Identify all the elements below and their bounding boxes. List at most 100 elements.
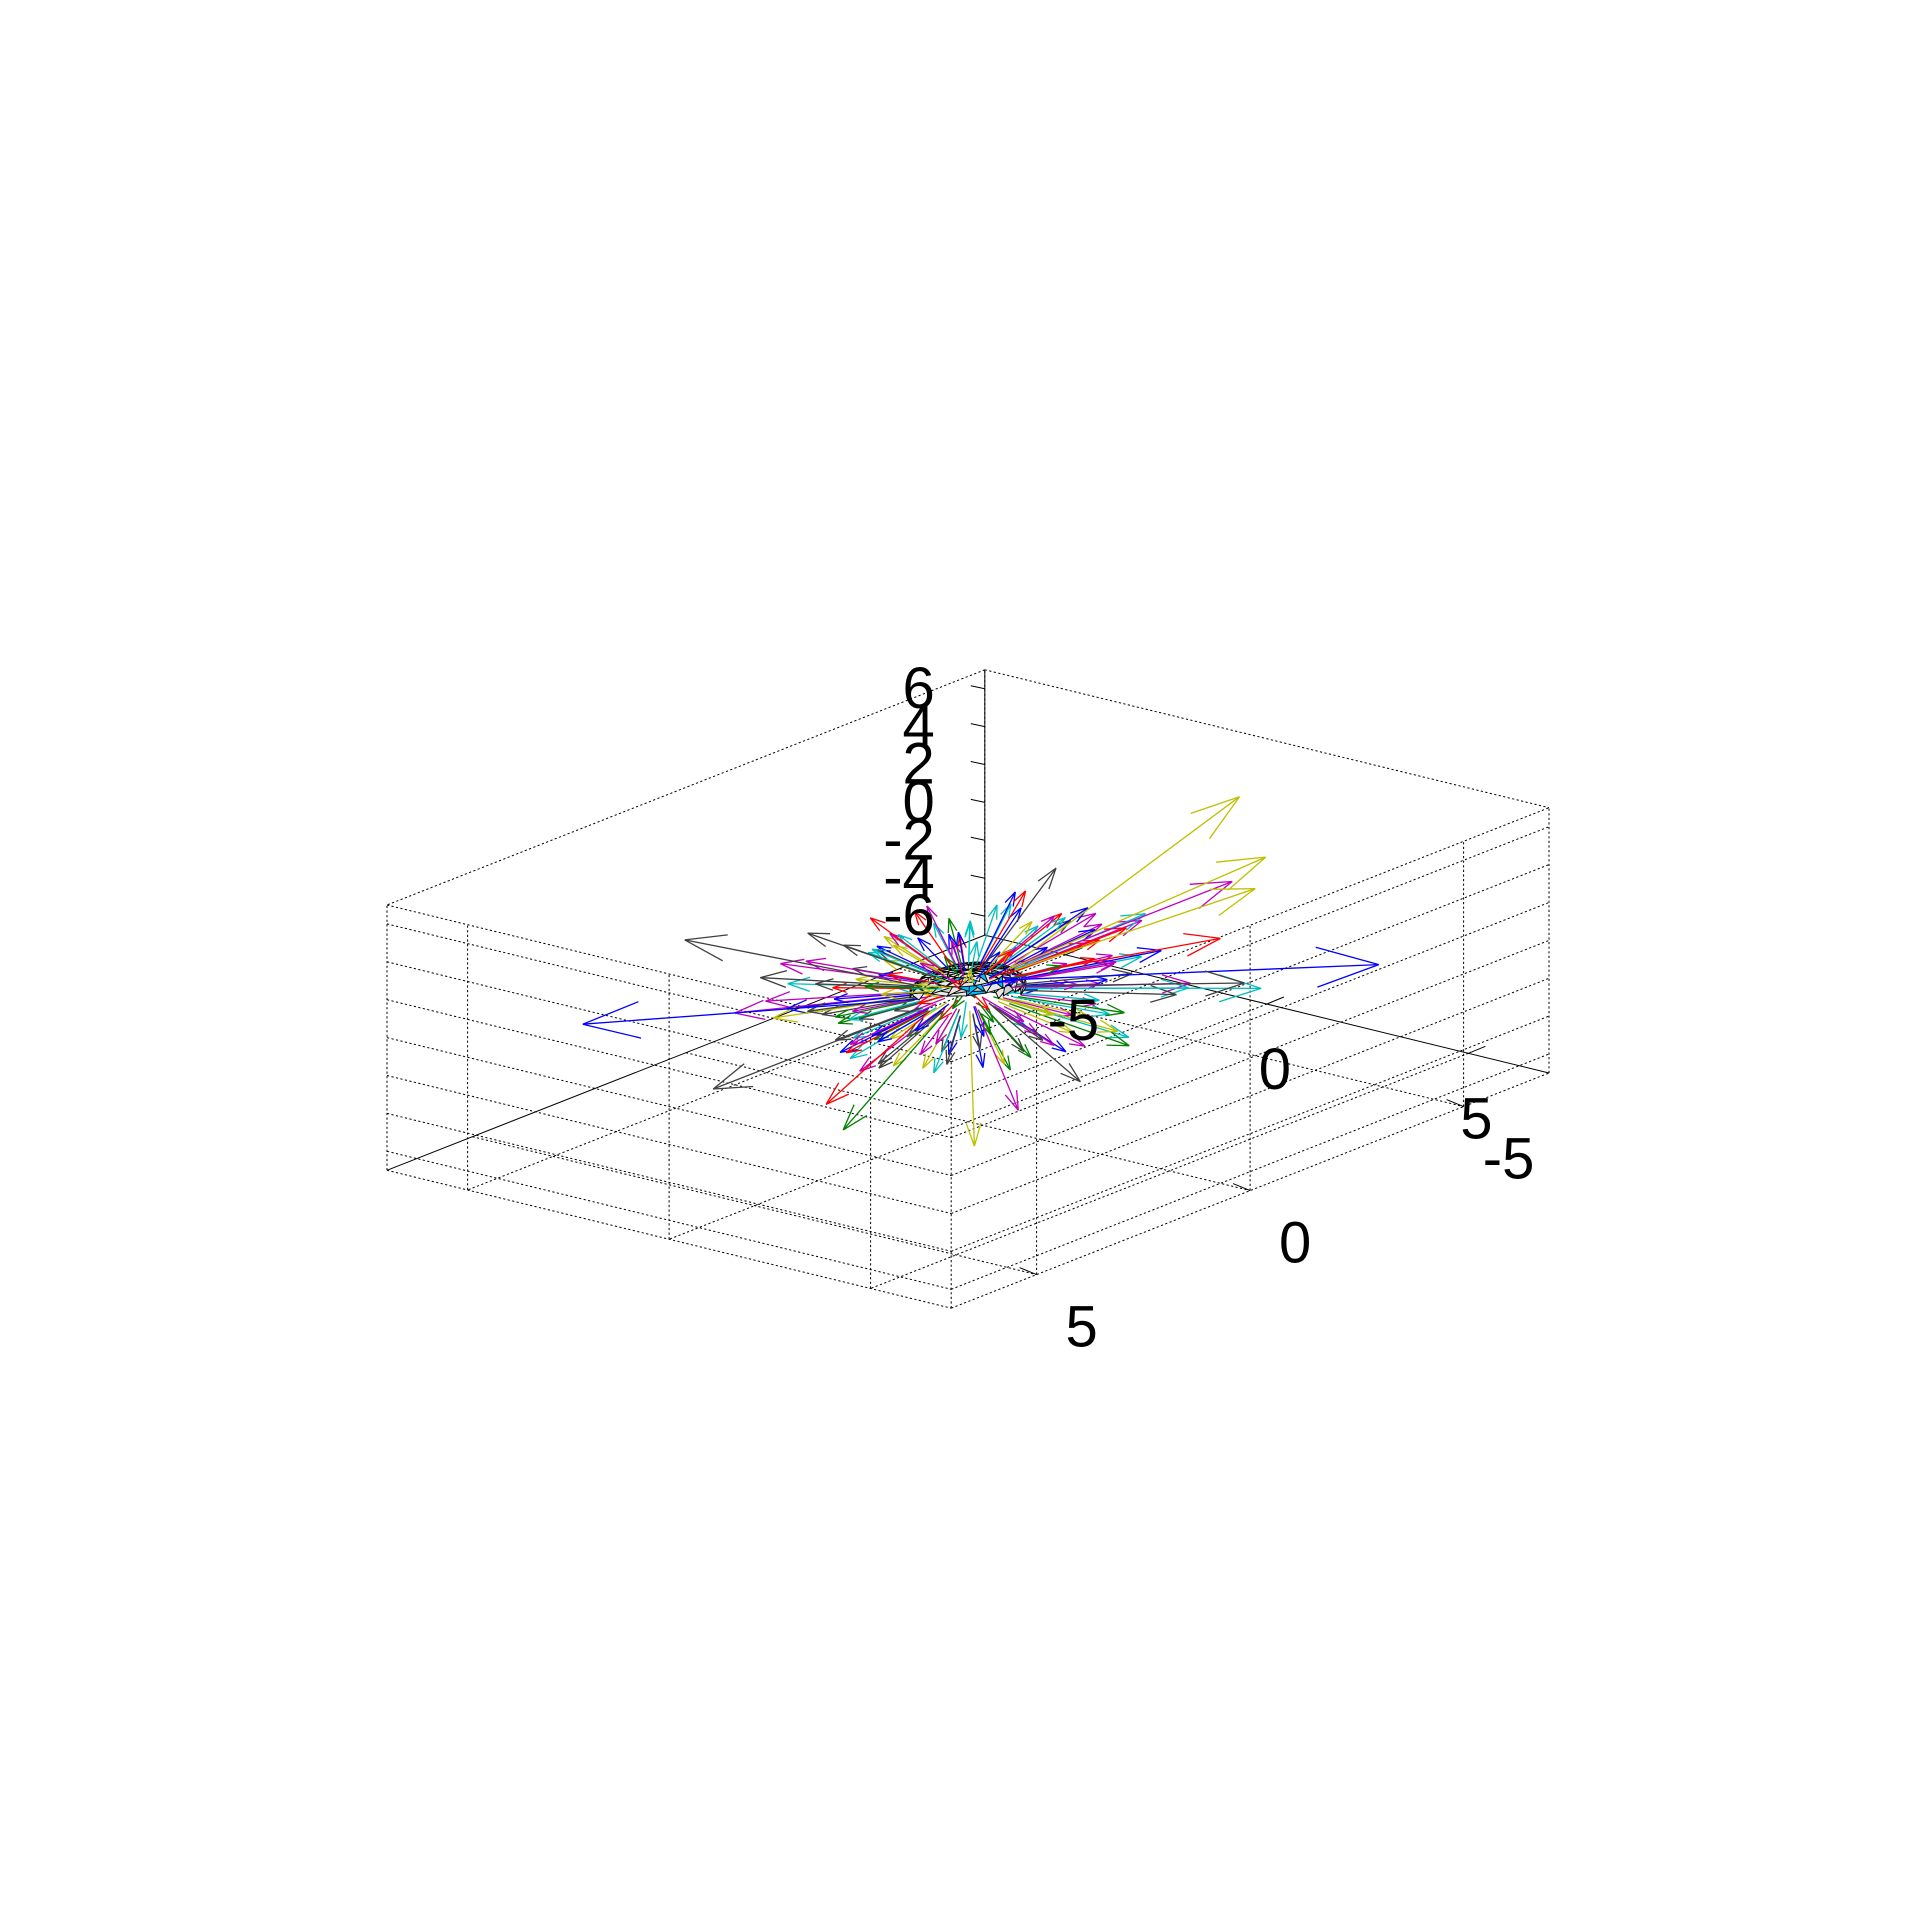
arrow-shaft <box>969 1010 976 1147</box>
arrow-head <box>843 944 858 957</box>
arrow-head <box>1041 1005 1055 1016</box>
arrow-head <box>969 920 975 935</box>
arrow-head <box>913 910 920 926</box>
arrow-shaft <box>1014 937 1221 977</box>
arrow-head <box>1083 912 1097 928</box>
arrow-head <box>883 935 899 941</box>
arrow-head <box>1218 987 1262 1003</box>
arrow-shaft <box>877 1011 929 1043</box>
arrow-shaft <box>972 1013 981 1049</box>
quiver-arrow <box>880 988 934 999</box>
box-bottom-edge <box>951 1072 1550 1309</box>
arrow-head <box>869 917 881 932</box>
arrow-shaft <box>1002 997 1073 1016</box>
arrow-head <box>883 936 894 949</box>
arrow-head <box>684 939 724 962</box>
sphere-facet <box>967 969 987 973</box>
z-tick <box>970 912 985 917</box>
arrow-shaft <box>967 923 971 965</box>
arrow-shaft <box>951 995 963 1010</box>
arrow-head <box>922 1053 927 1069</box>
arrow-shaft <box>1014 887 1256 971</box>
arrow-shaft <box>805 960 919 982</box>
arrow-head <box>842 1115 868 1131</box>
arrow-shaft <box>760 976 915 987</box>
arrow-head <box>1092 1013 1110 1018</box>
arrow-shaft <box>976 904 998 964</box>
arrow-head <box>965 1123 976 1147</box>
arrow-head <box>919 1040 926 1055</box>
arrow-head <box>1017 1049 1032 1059</box>
z-tick <box>970 723 985 728</box>
arrow-head <box>1161 974 1191 984</box>
z-gridline <box>951 939 1550 1176</box>
arrow-shaft <box>994 1005 1055 1046</box>
arrow-head <box>772 1017 799 1023</box>
arrow-head <box>1021 890 1027 908</box>
z-tick <box>970 836 985 841</box>
arrow-head <box>1209 887 1256 890</box>
arrow-head <box>1045 964 1061 967</box>
arrow-shaft <box>977 890 1027 971</box>
arrow-head <box>887 973 902 982</box>
arrow-head <box>1009 907 1022 918</box>
arrow-shaft <box>684 939 923 988</box>
arrow-head <box>1058 1030 1074 1034</box>
arrow-shaft <box>1012 963 1379 981</box>
arrow-head <box>780 963 803 975</box>
arrow-head <box>938 1012 953 1021</box>
arrow-head <box>1040 915 1055 923</box>
arrow-head <box>582 1023 642 1039</box>
quiver-arrow <box>957 1001 968 1039</box>
z-tick-label: -2 <box>883 807 935 872</box>
arrow-head <box>1122 919 1143 937</box>
arrow-head <box>1093 1005 1110 1015</box>
quiver-arrow <box>913 910 953 966</box>
arrow-shaft <box>855 978 927 987</box>
quiver-arrow <box>976 904 998 964</box>
arrow-shaft <box>1007 912 1097 967</box>
arrow-head <box>933 1061 944 1074</box>
quiver-arrow <box>989 920 1033 967</box>
quiver-arrow <box>877 1010 943 1065</box>
quiver-arrow <box>1007 991 1100 1005</box>
quiver-arrow <box>917 994 949 1005</box>
arrow-head <box>1013 1010 1025 1023</box>
arrow-head <box>846 1049 863 1054</box>
arrow-head <box>835 1016 850 1020</box>
arrow-head <box>920 1045 933 1056</box>
z-gridline <box>386 923 952 1063</box>
quiver-arrow <box>951 994 965 1010</box>
arrow-head <box>1216 856 1266 863</box>
arrow-shaft <box>1013 996 1110 1015</box>
quiver-arrow <box>974 1005 1019 1111</box>
arrow-head <box>1083 923 1103 928</box>
arrow-head <box>765 991 791 1002</box>
arrow-shaft <box>835 999 915 1018</box>
arrow-head <box>987 1019 992 1035</box>
arrow-shaft <box>869 917 943 971</box>
arrow-head <box>922 1057 934 1069</box>
arrow-shaft <box>984 950 1012 975</box>
arrow-head <box>1110 1031 1130 1047</box>
x-tick-label: -5 <box>1048 988 1100 1053</box>
arrow-shaft <box>877 1010 943 1065</box>
arrow-head <box>979 1034 983 1049</box>
quiver-arrow <box>979 1012 1012 1071</box>
arrow-head <box>848 1018 864 1021</box>
quiver-arrow <box>1009 880 1233 970</box>
arrow-head <box>1063 980 1079 986</box>
z-tick-label: -6 <box>883 883 935 948</box>
y-floor-gridline <box>472 1136 1037 1276</box>
arrow-head <box>975 1054 984 1068</box>
arrow-shaft <box>982 867 1057 968</box>
arrow-shaft <box>977 1009 992 1035</box>
arrow-head <box>871 948 887 952</box>
arrow-head <box>975 1002 990 1011</box>
arrow-shaft <box>914 1003 950 1032</box>
y-tick-label: 5 <box>1065 1295 1097 1360</box>
arrow-head <box>1047 965 1062 975</box>
y-tick-label: -5 <box>1483 1127 1535 1192</box>
arrow-head <box>1096 1030 1118 1033</box>
